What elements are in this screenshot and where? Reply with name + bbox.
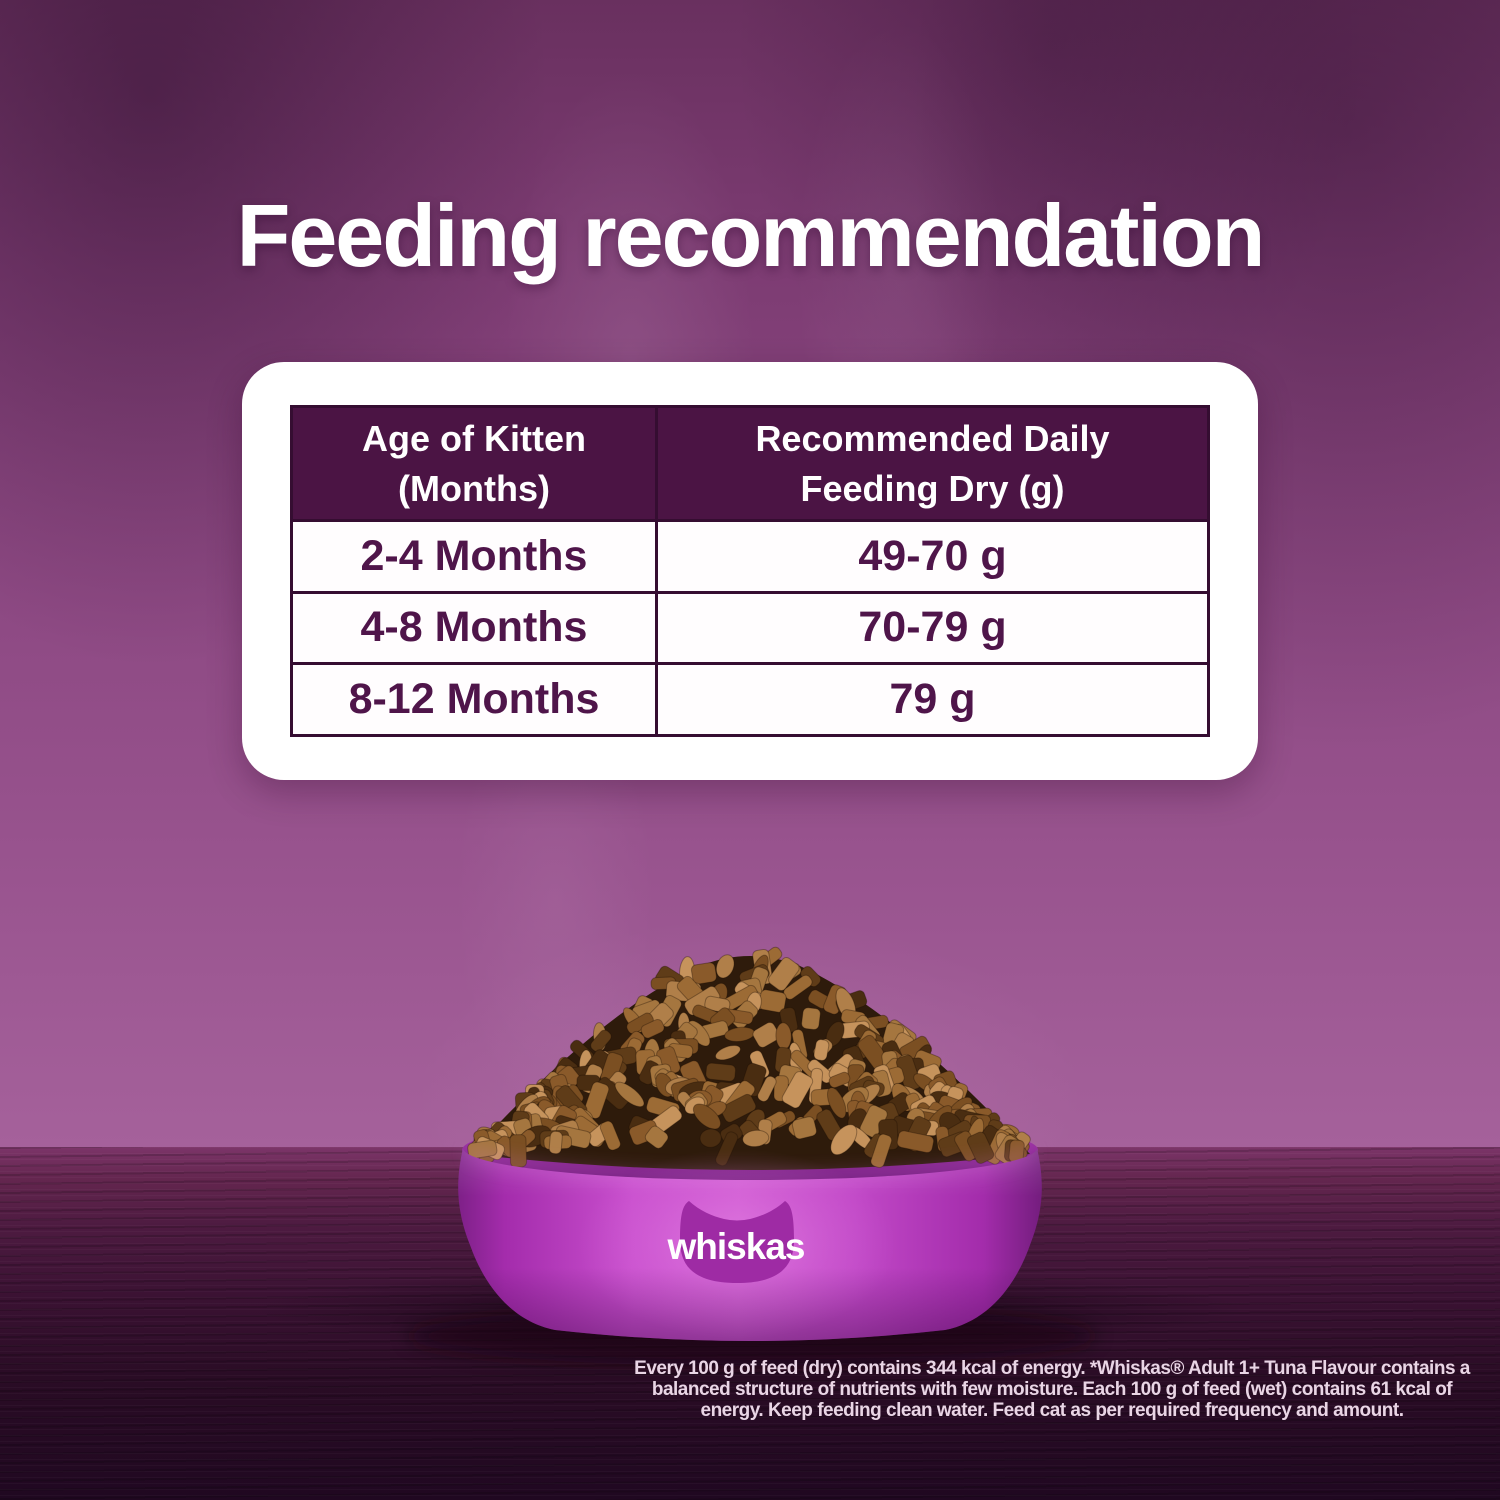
footnote-line: balanced structure of nutrients with few… xyxy=(651,1379,1453,1400)
table-header-age: Age of Kitten (Months) xyxy=(293,408,655,519)
feeding-amount-cell: 70-79 g xyxy=(658,593,1207,663)
footnote: Every 100 g of feed (dry) contains 344 k… xyxy=(624,1358,1480,1421)
feeding-table: Age of Kitten (Months) Recommended Daily… xyxy=(290,405,1210,737)
age-cell: 8-12 Months xyxy=(293,665,655,734)
feeding-amount-cell: 79 g xyxy=(658,665,1207,734)
age-cell: 4-8 Months xyxy=(293,593,655,663)
page-title: Feeding recommendation xyxy=(236,186,1266,285)
table-header-age-line2: (Months) xyxy=(398,467,550,509)
footnote-line: Every 100 g of feed (dry) contains 344 k… xyxy=(634,1358,1470,1379)
feeding-amount-cell: 49-70 g xyxy=(658,522,1207,591)
kibble-pile xyxy=(467,946,1031,1170)
whiskas-wordmark: whiskas xyxy=(667,1226,805,1267)
table-header-age-line1: Age of Kitten xyxy=(362,417,586,459)
table-header-feeding-line2: Feeding Dry (g) xyxy=(800,467,1065,509)
table-header-feeding: Recommended Daily Feeding Dry (g) xyxy=(658,408,1207,519)
cat-head-icon xyxy=(680,1201,794,1283)
age-cell: 2-4 Months xyxy=(293,522,655,591)
footnote-line: energy. Keep feeding clean water. Feed c… xyxy=(700,1400,1405,1421)
table-header-feeding-line1: Recommended Daily xyxy=(755,417,1110,459)
feeding-table-card: Age of Kitten (Months) Recommended Daily… xyxy=(242,362,1258,780)
